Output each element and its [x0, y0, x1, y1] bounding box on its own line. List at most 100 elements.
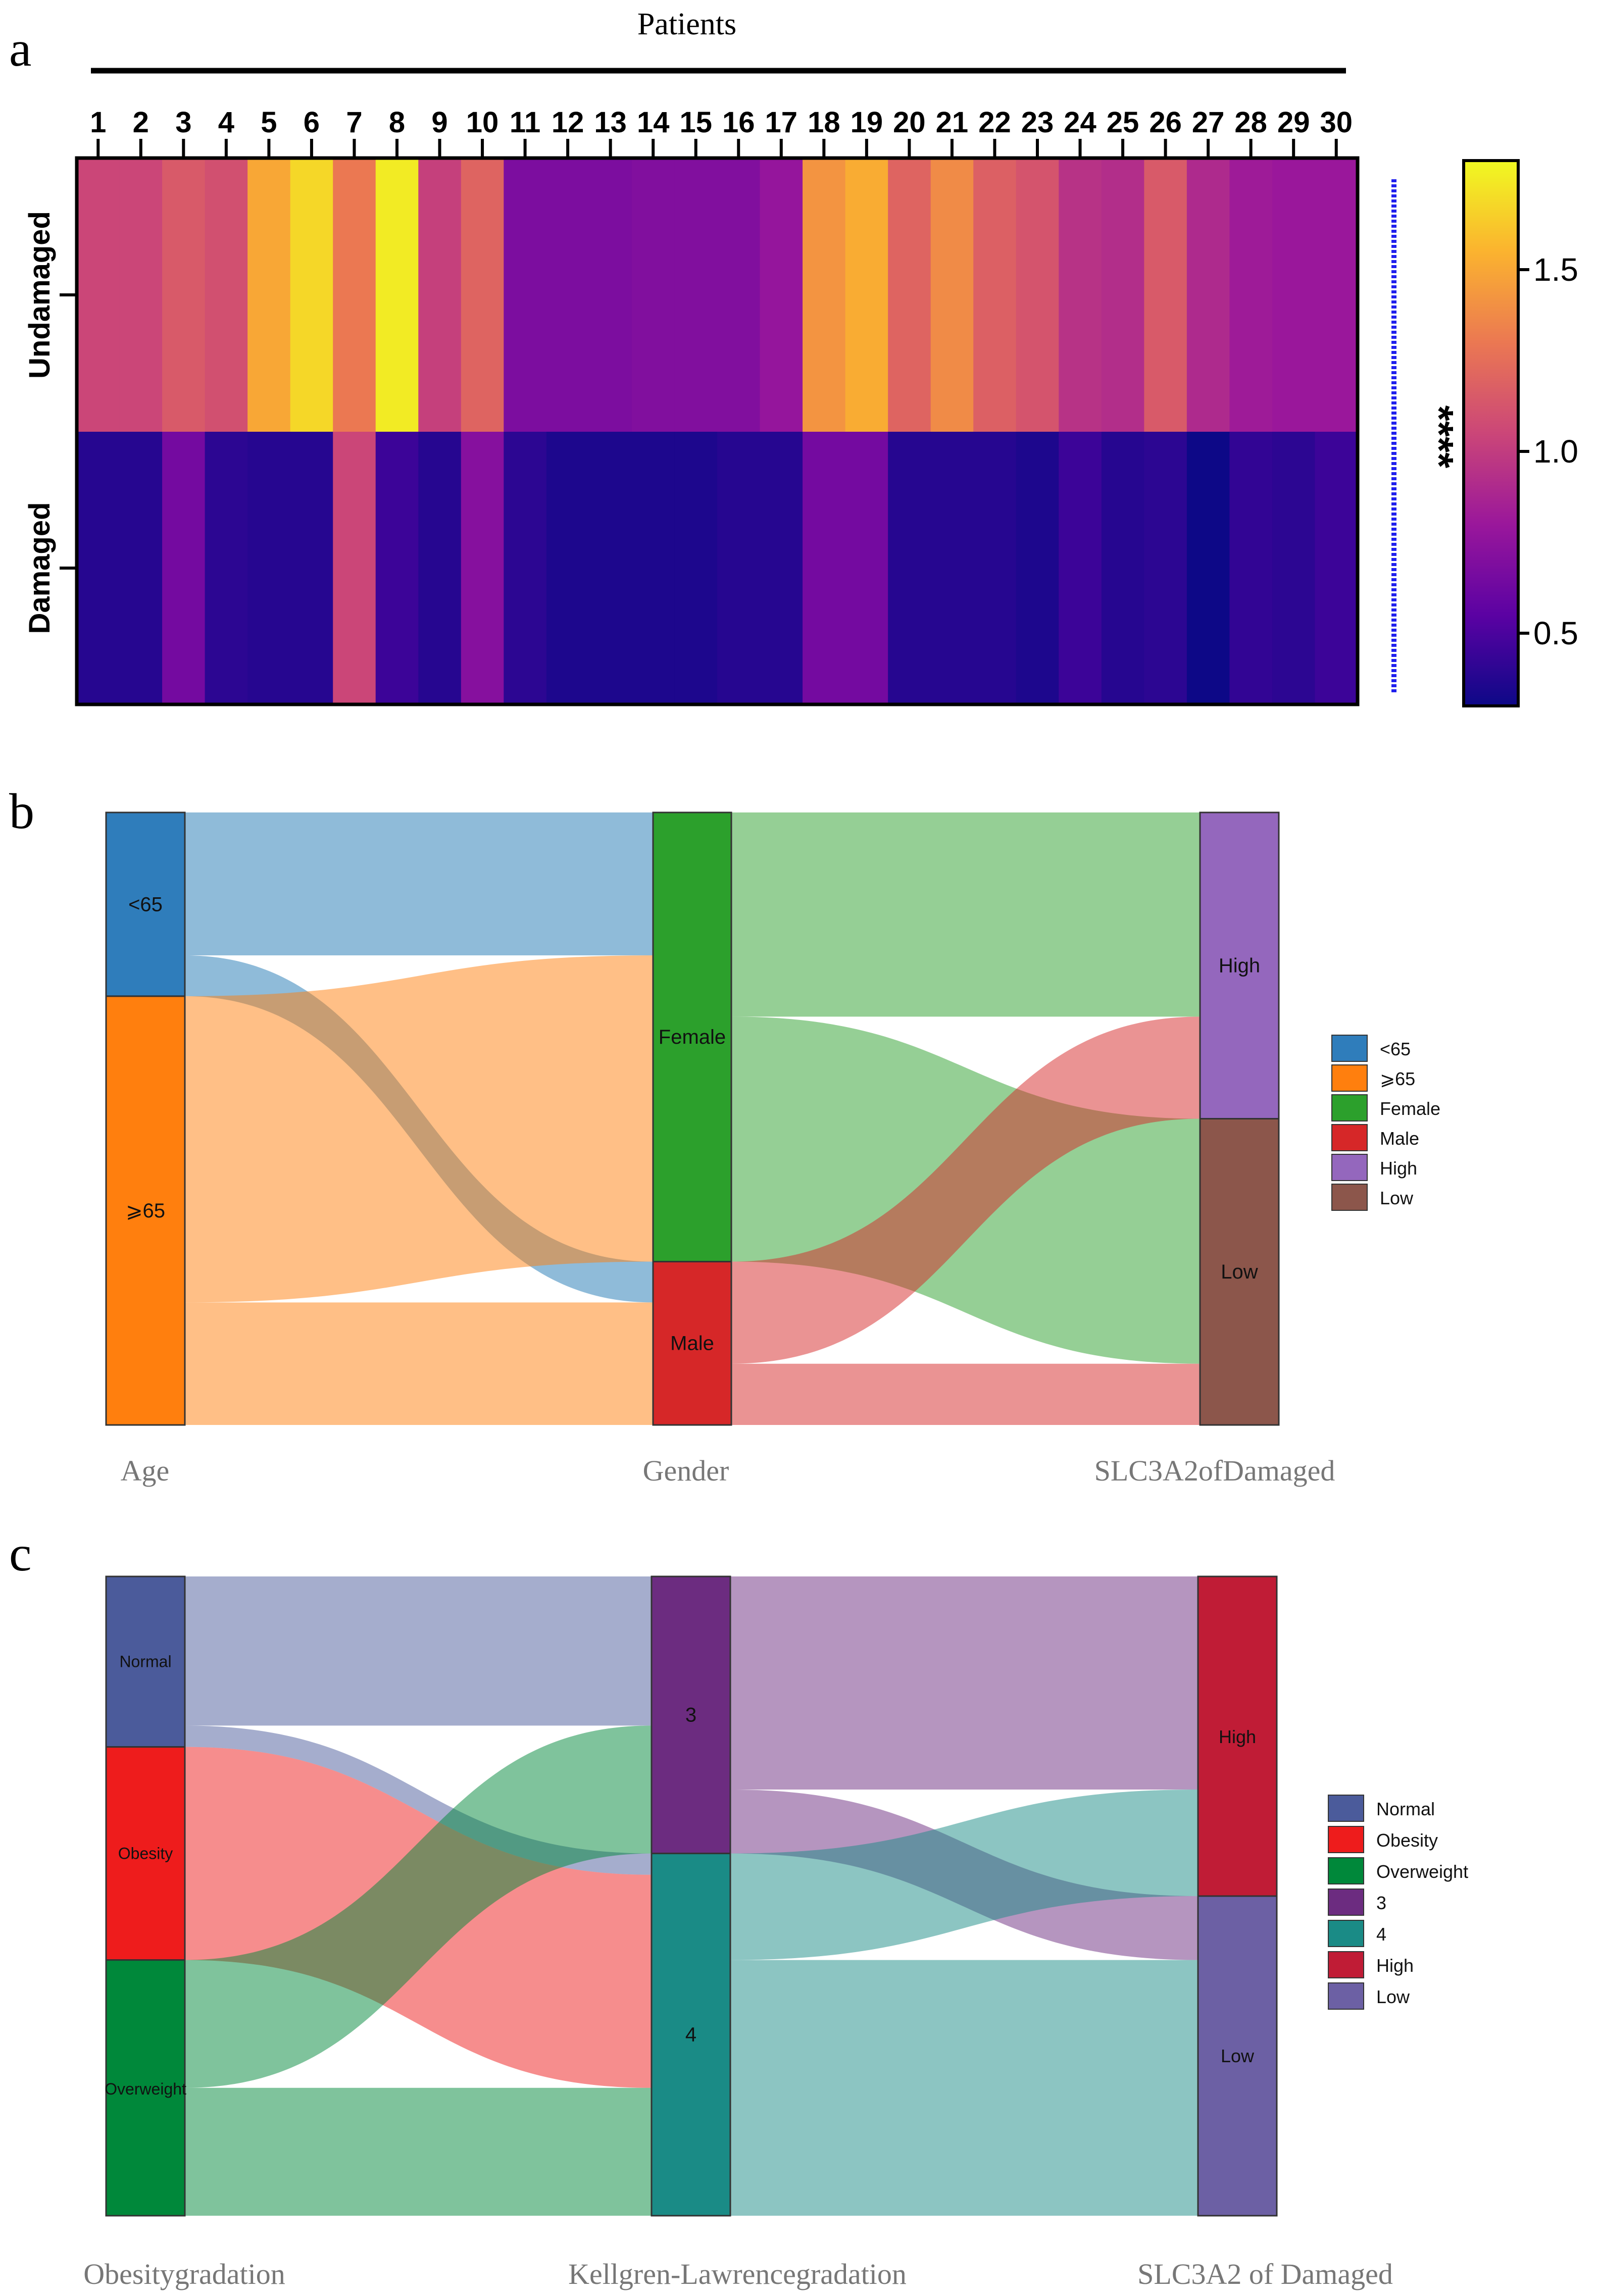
- legend-label: High: [1376, 1955, 1414, 1976]
- stratum-label: Female: [659, 1026, 726, 1048]
- stratum-label: Overweight: [105, 2080, 186, 2098]
- legend-label: Overweight: [1376, 1861, 1468, 1882]
- legend-swatch: [1331, 1154, 1368, 1181]
- heatmap-cell: [631, 158, 675, 432]
- legend-label: Normal: [1376, 1799, 1435, 1819]
- heatmap-cell: [803, 432, 846, 704]
- colorbar-tick-label: 0.5: [1533, 615, 1578, 651]
- alluvial-stratum: [1197, 1575, 1278, 1897]
- alluvial-flow: [731, 1016, 1200, 1364]
- column-label: 25: [1107, 106, 1139, 139]
- legend-label: High: [1380, 1158, 1417, 1179]
- legend-swatch: [1328, 1889, 1364, 1916]
- column-label: 9: [431, 106, 447, 139]
- column-label: 28: [1234, 106, 1267, 139]
- heatmap-cell: [290, 158, 333, 432]
- alluvial-flow: [185, 812, 653, 956]
- heatmap-cell: [674, 432, 718, 704]
- heatmap-cell: [119, 432, 163, 704]
- column-label: 7: [346, 106, 362, 139]
- legend-swatch: [1328, 1857, 1364, 1884]
- heatmap-cell: [717, 432, 761, 704]
- heatmap-cell: [418, 432, 462, 704]
- heatmap-frame: [75, 156, 1360, 706]
- heatmap-cell: [205, 158, 248, 432]
- heatmap-cell: [461, 158, 504, 432]
- heatmap-cell: [1272, 432, 1316, 704]
- alluvial-panel-b: <65 ⩾65 Age Female Male Gender High Low SLC3A2of…: [105, 811, 1440, 1487]
- legend-label: Low: [1380, 1188, 1414, 1208]
- legend-label: Obesity: [1376, 1830, 1438, 1851]
- legend-swatch: [1331, 1035, 1368, 1062]
- stratum-label: High: [1219, 955, 1260, 977]
- alluvial-flow: [185, 2087, 652, 2216]
- alluvial-stratum: [652, 811, 732, 1263]
- heatmap-cell: [77, 432, 120, 704]
- alluvial-flow: [185, 1725, 652, 1875]
- colorbar-tick-label: 1.5: [1533, 251, 1578, 288]
- heatmap-cell: [760, 158, 803, 432]
- alluvial-stratum: [105, 811, 186, 997]
- alluvial-stratum: [651, 1853, 731, 2217]
- stratum-label: Low: [1221, 2046, 1255, 2066]
- column-label: 29: [1277, 106, 1310, 139]
- axis-title: SLC3A2 of Damaged: [1137, 2258, 1393, 2290]
- heatmap-cell: [845, 432, 888, 704]
- alluvial-stratum: [1199, 811, 1280, 1119]
- row-label: Damaged: [23, 502, 56, 634]
- heatmap-cell: [1186, 158, 1230, 432]
- alluvial-stratum: [652, 1261, 732, 1426]
- column-label: 24: [1064, 106, 1096, 139]
- axis-title: Age: [121, 1454, 170, 1487]
- legend-label: Low: [1376, 1986, 1410, 2007]
- legend-label: ⩾65: [1380, 1068, 1415, 1089]
- heatmap-cell: [845, 158, 888, 432]
- column-label: 18: [808, 106, 840, 139]
- alluvial-flow: [185, 955, 653, 1303]
- column-label: 4: [218, 106, 234, 139]
- axis-title: Kellgren-Lawrencegradation: [568, 2258, 907, 2290]
- panel-label-b: b: [9, 783, 34, 839]
- alluvial-flow: [185, 1302, 653, 1425]
- colorbar-tick-label: 1.0: [1533, 433, 1578, 470]
- stratum-label: 4: [685, 2024, 696, 2046]
- heatmap-cell: [1101, 158, 1144, 432]
- heatmap-cell: [119, 158, 163, 432]
- alluvial-flow: [185, 1576, 652, 1726]
- row-label: Undamaged: [23, 211, 56, 379]
- heatmap-cell: [375, 432, 419, 704]
- heatmap-cell: [930, 432, 974, 704]
- legend-label: 4: [1376, 1924, 1386, 1945]
- column-label: 6: [304, 106, 320, 139]
- heatmap-cell: [247, 432, 291, 704]
- legend-swatch: [1331, 1124, 1368, 1151]
- alluvial-flow: [730, 1960, 1198, 2216]
- panel-label-c: c: [9, 1525, 31, 1581]
- heatmap-cell: [973, 158, 1017, 432]
- alluvial-stratum: [105, 1746, 186, 1961]
- heatmap-cell: [546, 432, 589, 704]
- legend-swatch: [1331, 1184, 1368, 1211]
- heatmap-cell: [375, 158, 419, 432]
- stratum-label: Low: [1221, 1261, 1258, 1283]
- legend-label: 3: [1376, 1893, 1386, 1913]
- heatmap-cell: [930, 158, 974, 432]
- alluvial-stratum: [1197, 1895, 1278, 2217]
- heatmap-cell: [888, 432, 931, 704]
- stratum-label: High: [1219, 1726, 1256, 1747]
- column-label: 12: [552, 106, 584, 139]
- alluvial-flow: [185, 1725, 652, 2088]
- heatmap-cell: [1315, 432, 1358, 704]
- heatmap-cell: [589, 158, 632, 432]
- column-label: 1: [90, 106, 106, 139]
- axis-title: SLC3A2ofDamaged: [1094, 1454, 1335, 1487]
- column-label: 21: [936, 106, 969, 139]
- legend-swatch: [1328, 1795, 1364, 1822]
- heatmap-cell: [717, 158, 761, 432]
- heatmap-cell: [1016, 432, 1059, 704]
- legend-swatch: [1328, 1951, 1364, 1978]
- heatmap-cell: [1229, 158, 1273, 432]
- heatmap-cell: [1315, 158, 1358, 432]
- legend-swatch: [1328, 1982, 1364, 2010]
